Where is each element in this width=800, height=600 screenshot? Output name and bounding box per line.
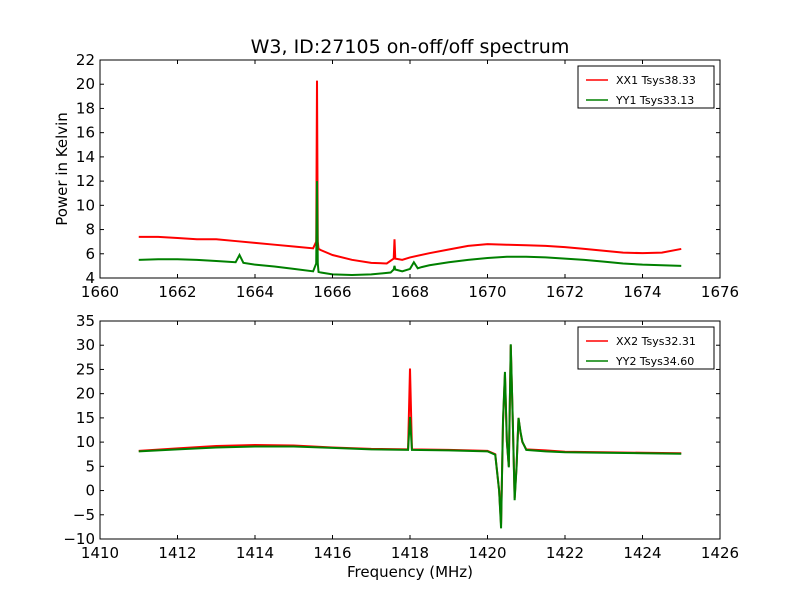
bottom-x-tick-label: 1414: [236, 544, 274, 562]
bottom-x-axis-label: Frequency (MHz): [347, 563, 473, 581]
top-legend-label: XX1 Tsys38.33: [616, 74, 696, 87]
top-y-tick-label: 4: [85, 269, 95, 287]
top-x-tick-label: 1672: [546, 283, 584, 301]
top-y-tick-label: 12: [76, 172, 95, 190]
top-x-tick-label: 1664: [236, 283, 274, 301]
bottom-y-tick-label: 20: [76, 385, 95, 403]
top-x-tick-label: 1662: [158, 283, 196, 301]
top-series-line-xx: [138, 80, 682, 265]
top-legend: XX1 Tsys38.33 YY1 Tsys33.13: [577, 65, 715, 109]
figure-title: W3, ID:27105 on-off/off spectrum: [251, 36, 570, 58]
top-x-tick-label: 1670: [468, 283, 506, 301]
top-x-tick-label: 1676: [701, 283, 739, 301]
top-x-tick-label: 1666: [313, 283, 351, 301]
top-y-tick-label: 16: [76, 124, 95, 142]
top-panel: 1660 1662 1664 1666 1668 1670 1672 1674 1676 4 6 8 1…: [53, 51, 739, 301]
top-legend-label: YY1 Tsys33.13: [615, 94, 694, 107]
bottom-x-tick-label: 1420: [468, 544, 506, 562]
bottom-x-tick-label: 1418: [391, 544, 429, 562]
bottom-series-line-yy: [138, 344, 682, 529]
top-y-tick-label: 20: [76, 75, 95, 93]
bottom-panel: 1410 1412 1414 1416 1418 1420 1422 1424 1426 −10 −…: [63, 312, 739, 581]
bottom-y-tick-label: 5: [85, 457, 95, 475]
top-y-tick-label: 6: [85, 245, 95, 263]
top-y-tick-label: 10: [76, 196, 95, 214]
top-x-tick-label: 1674: [623, 283, 661, 301]
bottom-legend-label: XX2 Tsys32.31: [616, 335, 696, 348]
top-y-axis-label: Power in Kelvin: [53, 112, 71, 226]
bottom-y-tick-label: −5: [73, 506, 95, 524]
bottom-y-tick-label: 30: [76, 336, 95, 354]
bottom-y-tick-label: 35: [76, 312, 95, 330]
bottom-y-tick-label: 15: [76, 409, 95, 427]
bottom-x-tick-label: 1424: [623, 544, 661, 562]
bottom-y-tick-label: −10: [63, 530, 95, 548]
bottom-x-tick-label: 1426: [701, 544, 739, 562]
bottom-legend: XX2 Tsys32.31 YY2 Tsys34.60: [577, 326, 715, 370]
bottom-x-tick-label: 1422: [546, 544, 584, 562]
bottom-x-tick-label: 1412: [158, 544, 196, 562]
top-x-tick-label: 1668: [391, 283, 429, 301]
top-y-tick-label: 22: [76, 51, 95, 69]
bottom-legend-label: YY2 Tsys34.60: [615, 355, 694, 368]
top-y-tick-label: 8: [85, 221, 95, 239]
bottom-y-tick-label: 0: [85, 482, 95, 500]
top-legend-box: [577, 65, 715, 109]
top-series-line-yy: [138, 181, 682, 276]
bottom-x-tick-label: 1410: [81, 544, 119, 562]
bottom-y-tick-label: 10: [76, 433, 95, 451]
bottom-legend-box: [577, 326, 715, 370]
top-y-tick-label: 18: [76, 99, 95, 117]
top-y-tick-label: 14: [76, 148, 95, 166]
bottom-x-tick-label: 1416: [313, 544, 351, 562]
top-x-tick-label: 1660: [81, 283, 119, 301]
bottom-y-tick-label: 25: [76, 360, 95, 378]
